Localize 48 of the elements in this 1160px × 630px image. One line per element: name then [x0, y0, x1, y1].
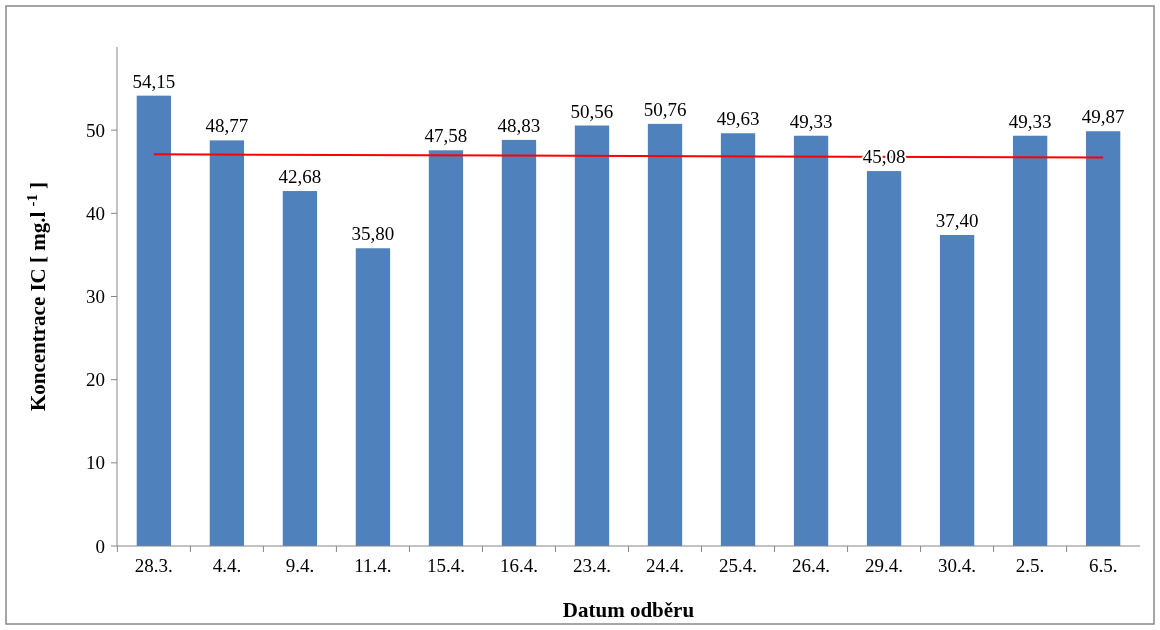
bar [282, 191, 318, 546]
x-tick-label: 15.4. [426, 555, 465, 576]
x-tick-label: 25.4. [719, 555, 758, 576]
bar [866, 171, 902, 546]
bar [720, 133, 756, 546]
bar [428, 150, 464, 546]
y-tick-label: 10 [86, 452, 105, 474]
x-tick-label: 30.4. [938, 555, 977, 576]
x-tick-label: 24.4. [646, 555, 685, 576]
y-tick-label: 50 [86, 119, 105, 141]
x-tick-label: 28.3. [134, 555, 173, 576]
x-tick-label: 16.4. [499, 555, 538, 576]
bar [209, 140, 245, 546]
x-tick-label: 26.4. [792, 555, 831, 576]
bar [647, 123, 683, 546]
x-tick-label: 6.5. [1088, 555, 1118, 576]
data-label: 48,83 [497, 114, 541, 136]
x-tick-label: 29.4. [865, 555, 904, 576]
bar [574, 125, 610, 546]
x-tick-label: 4.4. [212, 555, 242, 576]
x-axis-title: Datum odběru [562, 598, 695, 622]
y-tick-label: 20 [86, 369, 105, 391]
data-label: 49,33 [789, 110, 833, 132]
bar [1085, 131, 1121, 546]
data-label: 49,63 [716, 108, 760, 130]
bar [939, 234, 975, 546]
y-tick-label: 30 [86, 286, 105, 308]
x-tick-label: 11.4. [354, 555, 392, 576]
data-label: 42,68 [278, 166, 322, 188]
data-label: 37,40 [935, 209, 979, 231]
bar [355, 248, 391, 546]
data-label: 48,77 [205, 115, 249, 137]
data-label: 50,56 [570, 100, 614, 122]
y-tick-label: 0 [95, 535, 105, 557]
data-label: 50,76 [643, 98, 687, 120]
x-tick-label: 9.4. [285, 555, 315, 576]
data-label: 49,33 [1008, 110, 1052, 132]
bar [793, 135, 829, 546]
data-label: 35,80 [351, 223, 395, 245]
data-label: 47,58 [424, 125, 468, 147]
y-tick-label: 40 [86, 202, 105, 224]
data-label: 49,87 [1081, 106, 1125, 128]
bar [501, 139, 537, 546]
data-label: 54,15 [132, 70, 176, 92]
bar [1012, 135, 1048, 546]
x-tick-label: 2.5. [1015, 555, 1045, 576]
bar [136, 95, 172, 546]
x-tick-label: 23.4. [572, 555, 611, 576]
